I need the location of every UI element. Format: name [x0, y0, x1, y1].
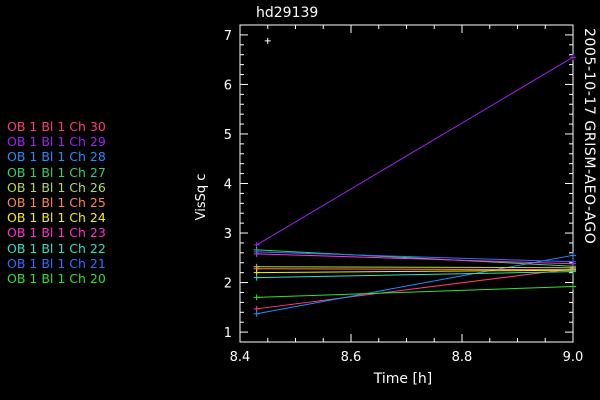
series-marker	[253, 294, 260, 301]
y-tick-label: 4	[224, 178, 232, 193]
x-tick-label: 8.6	[341, 350, 362, 365]
y-tick-label: 2	[224, 277, 232, 292]
legend-entry: OB 1 Bl 1 Ch 30	[7, 119, 106, 134]
series-marker	[570, 268, 576, 275]
legend-entry: OB 1 Bl 1 Ch 20	[7, 271, 106, 287]
extra-marker	[264, 37, 271, 44]
axis-ticks: 8.4 8.6 8.8 9.0 1 2 3 4 5 6 7	[224, 25, 584, 365]
series-line	[256, 286, 574, 298]
series-marker	[570, 252, 576, 259]
series-markers	[253, 37, 576, 317]
series-marker	[253, 248, 260, 255]
plot-border	[239, 24, 574, 343]
series-lines	[256, 56, 574, 315]
series-line	[256, 268, 574, 271]
legend-entry: OB 1 Bl 1 Ch 22	[7, 240, 106, 256]
series-marker	[253, 274, 260, 281]
series-line	[256, 254, 574, 315]
legend-entry: OB 1 Bl 1 Ch 23	[7, 225, 106, 241]
legend-entry: OB 1 Bl 1 Ch 28	[7, 149, 106, 165]
legend-entry: OB 1 Bl 1 Ch 21	[7, 255, 106, 271]
legend-entry: OB 1 Bl 1 Ch 27	[7, 164, 106, 180]
y-tick-label: 1	[224, 326, 232, 341]
legend-entry: OB 1 Bl 1 Ch 26	[7, 179, 106, 195]
series-line	[256, 268, 574, 310]
series-line	[256, 249, 574, 267]
legend-entry: OB 1 Bl 1 Ch 29	[7, 134, 106, 150]
series-line	[256, 269, 574, 274]
series-marker	[253, 310, 260, 317]
series-line	[256, 253, 574, 265]
plot-frame	[239, 24, 574, 343]
y-tick-label: 6	[224, 78, 232, 93]
series-marker	[570, 258, 576, 265]
x-tick-label: 8.8	[452, 350, 473, 365]
y-axis-label: VisSq c	[194, 174, 209, 221]
y-tick-label: 7	[224, 29, 232, 44]
chart-title: hd29139	[256, 5, 318, 21]
series-line	[256, 266, 574, 269]
series-line	[256, 271, 574, 279]
x-axis-label: Time [h]	[373, 371, 433, 387]
y-tick-label: 3	[224, 227, 232, 242]
side-date-text: 2005-10-17 GRISM-AEO-AGO	[581, 28, 597, 245]
legend: OB 1 Bl 1 Ch 30 OB 1 Bl 1 Ch 29 OB 1 Bl 1 …	[7, 119, 106, 286]
legend-entry: OB 1 Bl 1 Ch 24	[7, 210, 106, 226]
x-tick-label: 9.0	[563, 350, 584, 365]
x-tick-label: 8.4	[230, 350, 251, 365]
series-line	[256, 251, 574, 263]
series-marker	[570, 283, 576, 290]
series-line	[256, 56, 574, 246]
side-date-label: 2005-10-17 GRISM-AEO-AGO	[581, 28, 599, 268]
series-marker	[570, 54, 576, 61]
legend-entry: OB 1 Bl 1 Ch 25	[7, 195, 106, 211]
y-tick-label: 5	[224, 128, 232, 143]
